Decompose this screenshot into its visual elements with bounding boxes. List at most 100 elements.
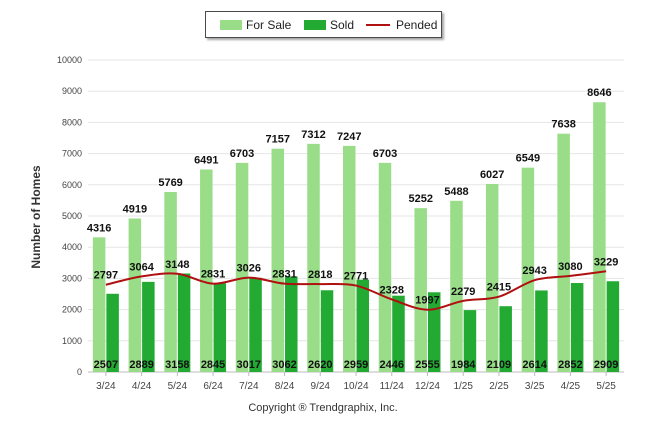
legend-label-pended: Pended [396,18,438,32]
y-tick-label: 7000 [62,149,82,159]
x-tick-label: 10/24 [343,381,368,392]
data-label-for-sale: 7638 [551,119,575,131]
data-label-pended: 2797 [94,270,118,282]
x-tick-label: 1/25 [453,381,473,392]
data-label-sold: 3017 [237,359,261,371]
y-tick-label: 4000 [62,242,82,252]
data-label-sold: 2959 [344,359,368,371]
bar-sold [249,277,262,372]
bar-sold [463,310,477,372]
bar-sold [606,281,620,372]
x-tick-label: 3/25 [525,381,545,392]
data-label-for-sale: 5252 [408,193,432,205]
legend-label-for-sale: For Sale [246,18,292,32]
data-label-for-sale: 6703 [373,148,397,160]
y-tick-label: 3000 [62,273,82,283]
x-tick-label: 5/24 [168,381,188,392]
x-tick-label: 8/24 [275,381,295,392]
data-label-sold: 3062 [272,359,296,371]
bar-sold [535,290,548,372]
bar-for-sale [128,218,142,372]
data-label-for-sale: 7157 [266,134,290,146]
bar-for-sale [307,143,320,372]
data-label-for-sale: 6549 [516,153,540,165]
data-label-for-sale: 7312 [301,129,325,141]
x-tick-label: 3/24 [96,381,116,392]
data-label-sold: 2109 [487,359,511,371]
data-label-sold: 3158 [165,359,189,371]
data-label-sold: 2852 [558,359,582,371]
data-label-sold: 2889 [129,359,153,371]
bar-for-sale [92,237,106,372]
bar-sold [213,283,227,372]
bar-sold [570,283,584,372]
bar-for-sale [343,145,356,372]
legend-swatch-pended [366,24,390,26]
y-tick-label: 0 [77,367,82,377]
data-label-for-sale: 4316 [87,222,111,234]
data-label-sold: 2614 [522,359,547,371]
data-label-pended: 2771 [344,271,368,283]
data-label-pended: 2943 [522,265,546,277]
x-tick-label: 4/24 [132,381,152,392]
bar-sold [106,293,119,372]
data-label-pended: 3026 [237,263,261,275]
pended-line [105,270,607,311]
data-label-pended: 3064 [129,261,154,273]
data-label-sold: 2845 [201,359,225,371]
data-label-pended: 3148 [165,259,189,271]
data-label-sold: 2909 [594,359,618,371]
bar-for-sale [521,167,535,372]
bar-sold [177,273,191,372]
data-label-pended: 3080 [558,261,582,273]
data-label-sold: 2555 [415,359,439,371]
x-tick-label: 5/25 [596,381,616,392]
x-tick-label: 7/24 [239,381,259,392]
bar-sold [285,276,298,372]
legend-swatch-for-sale [220,20,242,30]
x-tick-label: 9/24 [311,381,331,392]
bars [92,102,620,372]
data-label-for-sale: 8646 [587,87,611,99]
y-tick-label: 10000 [57,55,82,65]
x-tick-labels: 3/24 4/24 5/24 6/24 7/24 8/24 9/24 10/24 11/24 12… [96,372,616,392]
bar-sold [427,292,441,372]
x-tick-label: 4/25 [561,381,581,392]
bar-for-sale [271,148,285,372]
bar-for-sale [164,192,177,372]
bar-sold [499,306,512,372]
legend: For Sale Sold Pended [205,11,442,38]
legend-label-sold: Sold [330,18,355,32]
y-tick-label: 2000 [62,305,82,315]
data-label-sold: 1984 [451,359,476,371]
bar-sold [356,279,369,372]
data-label-pended: 2818 [308,269,332,281]
data-label-for-sale: 6703 [230,148,254,160]
data-label-for-sale: 4919 [123,204,147,216]
data-label-pended: 2415 [487,282,511,294]
legend-swatch-sold [304,20,326,30]
bar-for-sale [414,208,427,372]
data-label-sold: 2507 [94,359,118,371]
y-tick-label: 5000 [62,211,82,221]
data-label-pended: 2831 [272,269,296,281]
x-tick-label: 6/24 [203,381,223,392]
y-axis-label: Number of Homes [29,165,43,269]
y-tick-label: 9000 [62,86,82,96]
data-label-for-sale: 5488 [444,186,468,198]
data-label-for-sale: 5769 [158,177,182,189]
data-labels: 4316 2507 4919 2889 5769 3158 6491 2845 6703 3017… [87,87,619,371]
y-tick-label: 6000 [62,180,82,190]
y-tick-label: 1000 [62,336,82,346]
bar-sold [320,290,334,372]
x-tick-label: 2/25 [489,381,509,392]
x-tick-label: 12/24 [415,381,440,392]
pended-line-path [105,270,607,311]
bar-sold [392,295,405,372]
bar-for-sale [593,102,606,372]
data-label-sold: 2620 [308,359,332,371]
data-label-pended: 3229 [594,256,618,268]
data-label-sold: 2446 [379,359,403,371]
bar-sold [142,281,155,372]
